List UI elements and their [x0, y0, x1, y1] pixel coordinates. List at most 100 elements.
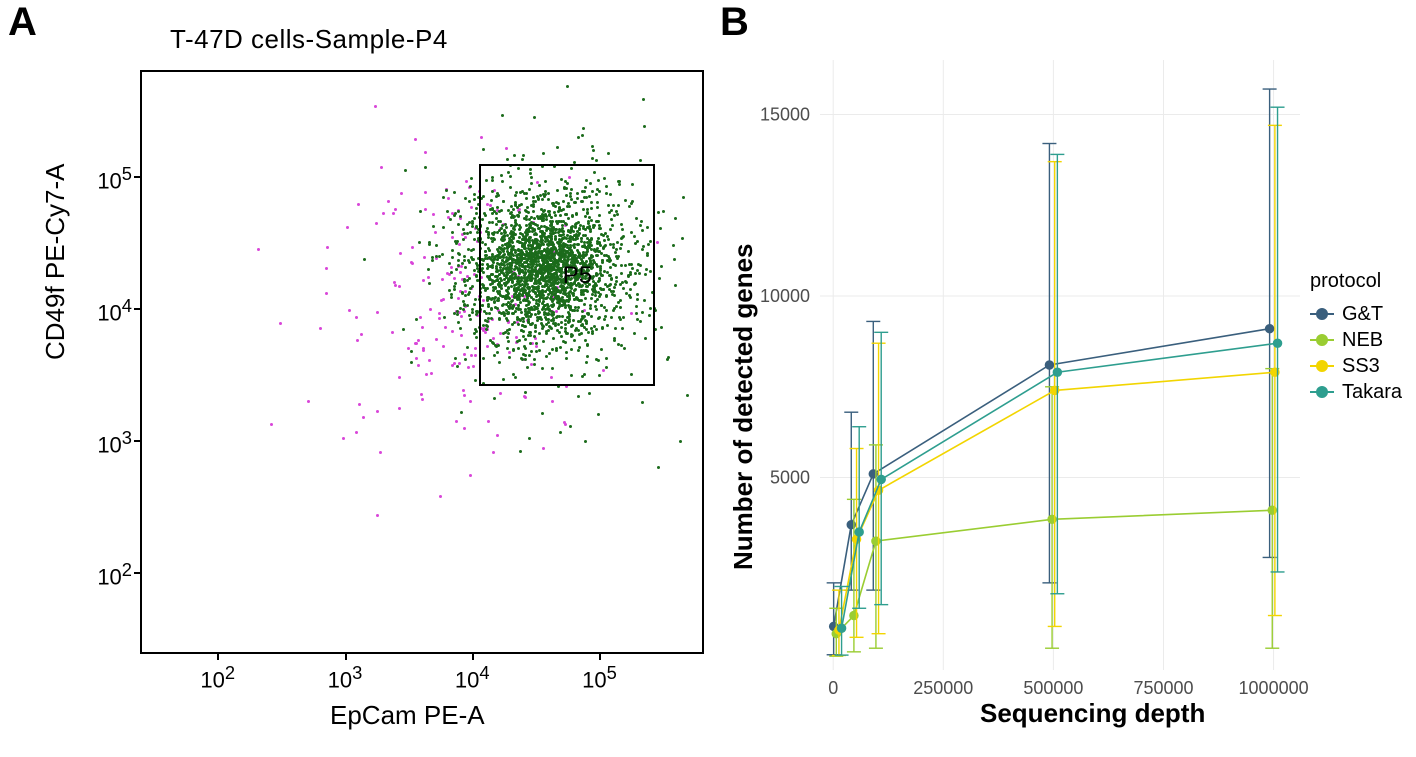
- scatter-point: [566, 85, 569, 88]
- legend-item: Takara: [1310, 379, 1402, 405]
- scatter-point: [467, 366, 470, 369]
- legend-title: protocol: [1310, 270, 1402, 293]
- scatter-point: [505, 147, 508, 150]
- scatter-point: [642, 98, 645, 101]
- scatter-point: [464, 197, 467, 200]
- panel-A-ytick: 102: [82, 559, 132, 590]
- scatter-point: [435, 244, 438, 247]
- scatter-point: [270, 423, 273, 426]
- scatter-point: [582, 127, 585, 130]
- scatter-point: [342, 437, 345, 440]
- scatter-point: [493, 397, 496, 400]
- scatter-point: [362, 416, 365, 419]
- scatter-point: [382, 212, 385, 215]
- scatter-point: [442, 226, 445, 229]
- scatter-point: [451, 256, 454, 259]
- scatter-point: [577, 136, 580, 139]
- scatter-point: [464, 284, 467, 287]
- panel-B-ytick: 5000: [770, 468, 810, 488]
- scatter-point: [454, 240, 457, 243]
- scatter-point: [438, 317, 441, 320]
- scatter-point: [415, 318, 418, 321]
- scatter-point: [346, 226, 349, 229]
- scatter-point: [417, 364, 420, 367]
- scatter-point: [422, 349, 425, 352]
- scatter-point: [432, 225, 435, 228]
- scatter-point: [463, 394, 466, 397]
- scatter-point: [444, 326, 447, 329]
- scatter-point: [435, 338, 438, 341]
- scatter-point: [419, 316, 422, 319]
- scatter-point: [474, 354, 477, 357]
- scatter-point: [573, 161, 576, 164]
- panel-B-ytick: 15000: [760, 104, 810, 124]
- scatter-point: [348, 309, 351, 312]
- scatter-point: [414, 138, 417, 141]
- scatter-point: [355, 431, 358, 434]
- scatter-point: [656, 241, 659, 244]
- panel-B-svg: 5000100001500002500005000007500001000000: [720, 10, 1410, 730]
- scatter-point: [451, 330, 454, 333]
- scatter-point: [457, 252, 460, 255]
- scatter-point: [379, 451, 382, 454]
- scatter-point: [445, 189, 448, 192]
- scatter-point: [506, 158, 509, 161]
- scatter-point: [581, 134, 584, 137]
- scatter-point: [424, 166, 427, 169]
- scatter-point: [399, 252, 402, 255]
- series-point: [855, 528, 863, 536]
- scatter-point: [441, 253, 444, 256]
- scatter-point: [448, 262, 451, 265]
- scatter-point: [356, 339, 359, 342]
- scatter-point: [657, 211, 660, 214]
- scatter-point: [453, 277, 456, 280]
- scatter-point: [472, 258, 475, 261]
- scatter-point: [533, 116, 536, 119]
- scatter-point: [380, 166, 383, 169]
- scatter-point: [513, 154, 516, 157]
- scatter-point: [480, 136, 483, 139]
- panel-B-xtick: 250000: [913, 678, 973, 698]
- panel-A: T-47D cells-Sample-P4 CD49f PE-Cy7-A EpC…: [30, 10, 710, 730]
- scatter-point: [363, 258, 366, 261]
- scatter-point: [501, 114, 504, 117]
- scatter-point: [417, 339, 420, 342]
- scatter-point: [326, 246, 329, 249]
- scatter-point: [469, 185, 472, 188]
- scatter-point: [376, 514, 379, 517]
- scatter-point: [432, 213, 435, 216]
- panel-A-ytick: 105: [82, 163, 132, 194]
- scatter-point: [460, 315, 463, 318]
- scatter-point: [470, 206, 473, 209]
- series-point: [1045, 361, 1053, 369]
- scatter-point: [410, 350, 413, 353]
- scatter-point: [542, 447, 545, 450]
- scatter-point: [469, 318, 472, 321]
- scatter-point: [357, 203, 360, 206]
- scatter-point: [374, 105, 377, 108]
- scatter-point: [679, 440, 682, 443]
- scatter-point: [459, 327, 462, 330]
- legend: protocolG&TNEBSS3Takara: [1310, 270, 1402, 405]
- scatter-point: [475, 212, 478, 215]
- scatter-point: [472, 365, 475, 368]
- scatter-point: [279, 322, 282, 325]
- scatter-point: [451, 231, 454, 234]
- scatter-point: [453, 288, 456, 291]
- scatter-point: [407, 347, 410, 350]
- scatter-point: [428, 359, 431, 362]
- scatter-point: [375, 222, 378, 225]
- panel-A-ytick: 103: [82, 427, 132, 458]
- panel-A-xlabel: EpCam PE-A: [330, 700, 485, 731]
- scatter-point: [473, 332, 476, 335]
- scatter-point: [450, 266, 453, 269]
- scatter-point: [682, 196, 685, 199]
- scatter-point: [307, 400, 310, 403]
- gate-label: P5: [563, 262, 592, 290]
- scatter-point: [434, 231, 437, 234]
- scatter-point: [472, 248, 475, 251]
- scatter-point: [473, 269, 476, 272]
- scatter-point: [659, 227, 662, 230]
- scatter-point: [492, 451, 495, 454]
- scatter-point: [468, 277, 471, 280]
